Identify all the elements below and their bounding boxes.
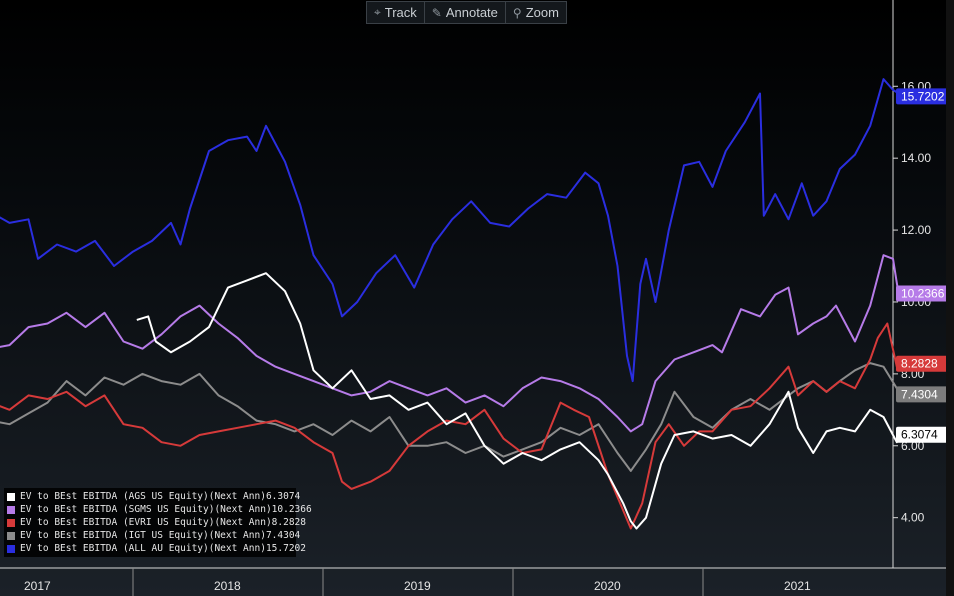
x-tick-label: 2018 [214,579,241,593]
last-value-tag [896,386,952,403]
track-button[interactable]: ⌖ Track [367,2,425,23]
track-label: Track [384,5,417,20]
series-line-3 [0,362,904,472]
annotate-label: Annotate [445,5,498,20]
legend-label: EV to BEst EBITDA (IGT US Equity)(Next A… [20,530,266,541]
pencil-icon: ✎ [431,5,442,20]
zoom-button[interactable]: ⚲ Zoom [506,2,566,23]
legend-entry[interactable]: EV to BEst EBITDA (IGT US Equity)(Next A… [7,529,300,542]
magnifier-icon: ⚲ [512,5,522,20]
series-line-0 [136,272,904,530]
last-value-tag [896,355,952,372]
legend-entry[interactable]: EV to BEst EBITDA (ALL AU Equity)(Next A… [7,542,306,555]
x-tick-label: 2020 [594,579,621,593]
chart-legend: EV to BEst EBITDA (AGS US Equity)(Next A… [4,488,312,557]
last-value-tag [896,88,952,105]
crosshair-icon: ⌖ [374,5,381,19]
series-line-4 [0,78,904,383]
legend-label: EV to BEst EBITDA (AGS US Equity)(Next A… [20,491,266,502]
legend-swatch [7,544,15,553]
legend-swatch [7,518,15,527]
chart-toolbar: ⌖ Track ✎ Annotate ⚲ Zoom [366,1,567,24]
last-value-tag [896,285,952,302]
zoom-label: Zoom [525,5,559,20]
legend-swatch [7,492,15,501]
legend-label: EV to BEst EBITDA (EVRI US Equity)(Next … [20,517,272,528]
y-tick-label: 14.00 [901,151,931,165]
last-value-label: 6.3074 [901,428,938,442]
legend-entry[interactable]: EV to BEst EBITDA (EVRI US Equity)(Next … [7,516,306,529]
series-line-1 [0,254,903,433]
last-value-label: 8.2828 [901,357,938,371]
legend-value: 8.2828 [271,517,306,528]
last-value-tag [896,426,952,443]
x-tick-label: 2019 [404,579,431,593]
last-value-label: 15.7202 [901,89,945,103]
series-line-2 [0,322,903,530]
annotate-button[interactable]: ✎ Annotate [425,2,506,23]
legend-swatch [7,531,15,540]
y-tick-label: 12.00 [901,223,931,237]
legend-value: 15.7202 [265,543,306,554]
legend-label: EV to BEst EBITDA (SGMS US Equity)(Next … [20,504,272,515]
legend-value: 10.2366 [271,504,312,515]
legend-value: 7.4304 [265,530,301,541]
side-panel-strip [946,0,954,596]
last-value-label: 7.4304 [901,387,938,401]
legend-swatch [7,505,15,514]
y-tick-label: 4.00 [901,511,925,525]
x-tick-label: 2021 [784,579,811,593]
legend-entry[interactable]: EV to BEst EBITDA (SGMS US Equity)(Next … [7,503,312,516]
last-value-label: 10.2366 [901,286,945,300]
legend-value: 6.3074 [265,491,301,502]
legend-entry[interactable]: EV to BEst EBITDA (AGS US Equity)(Next A… [7,490,300,503]
x-tick-label: 2017 [24,579,51,593]
legend-label: EV to BEst EBITDA (ALL AU Equity)(Next A… [20,543,266,554]
